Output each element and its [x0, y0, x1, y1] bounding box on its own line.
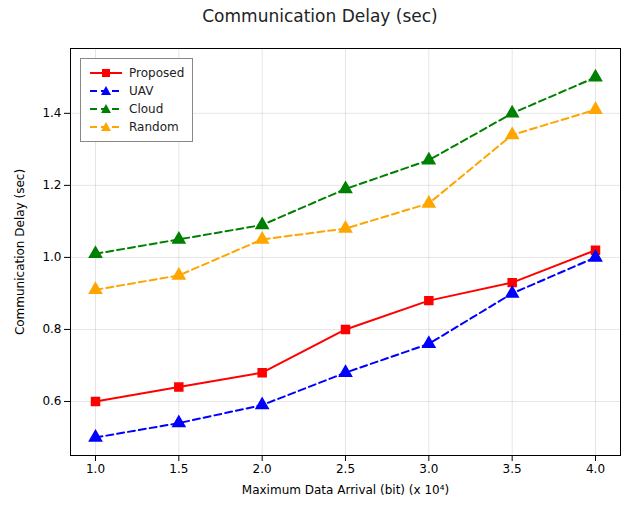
html-text:Proposed: Proposed [129, 66, 185, 80]
html-text:Communication Delay (sec): Communication Delay (sec) [202, 6, 438, 26]
svg-text:Maximum Data Arrival (bit) (x: Maximum Data Arrival (bit) (x 10⁴) [242, 483, 449, 497]
svg-text:2.5: 2.5 [336, 462, 355, 476]
html-text:Random: Random [129, 120, 179, 134]
svg-text:1.2: 1.2 [42, 178, 61, 192]
svg-text:2.0: 2.0 [253, 462, 272, 476]
svg-text:3.0: 3.0 [419, 462, 438, 476]
svg-text:Communication Delay (sec): Communication Delay (sec) [13, 169, 27, 335]
html-text:UAV: UAV [129, 84, 154, 98]
svg-text:1.0: 1.0 [86, 462, 105, 476]
html-text:Cloud: Cloud [129, 102, 164, 116]
svg-text:3.5: 3.5 [503, 462, 522, 476]
svg-text:4.0: 4.0 [586, 462, 605, 476]
svg-text:0.8: 0.8 [42, 322, 61, 336]
svg-text:1.4: 1.4 [42, 106, 61, 120]
svg-text:1.0: 1.0 [42, 250, 61, 264]
svg-text:0.6: 0.6 [42, 394, 61, 408]
svg-text:1.5: 1.5 [169, 462, 188, 476]
